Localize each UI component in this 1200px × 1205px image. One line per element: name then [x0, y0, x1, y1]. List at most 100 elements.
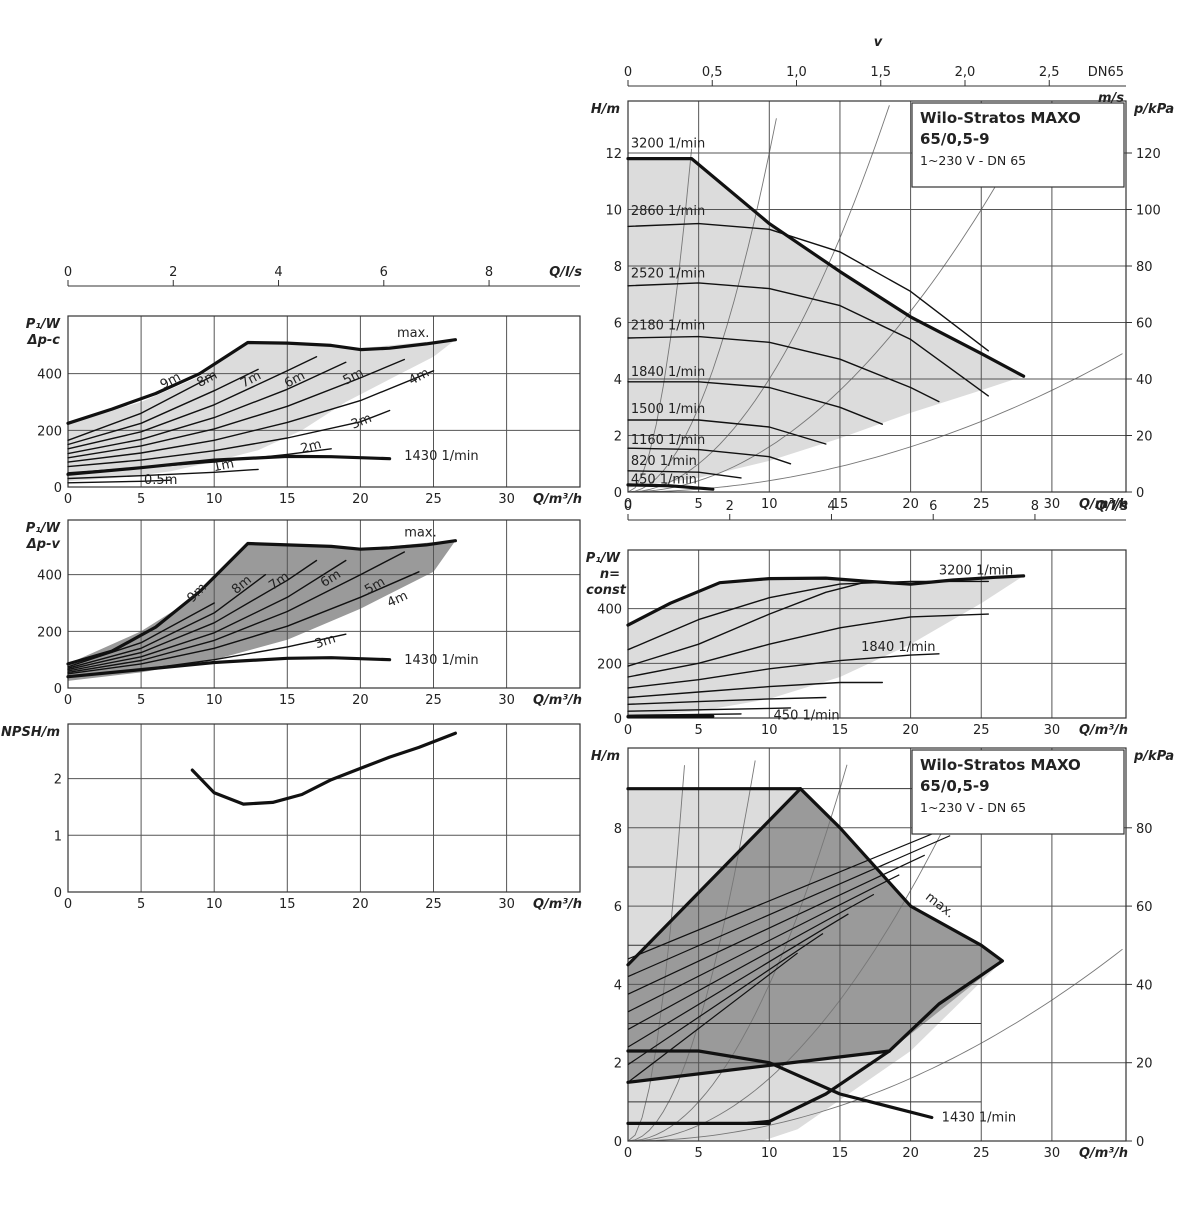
chart-subtitle: 65/0,5-9 — [920, 777, 990, 795]
curve-label: 2m — [299, 437, 323, 457]
curve-label: 3m — [313, 631, 338, 652]
chart-subtitle-voltage: 1~230 V - DN 65 — [920, 153, 1026, 168]
x-tick-label: 30 — [498, 693, 515, 708]
x-tick-label: 5 — [695, 1146, 703, 1161]
secondary-x-tick-label: 0 — [64, 265, 72, 280]
velocity-tick-label: 2,0 — [955, 65, 976, 80]
x-tick-label: 10 — [761, 723, 778, 738]
y2-tick-label: 100 — [1136, 204, 1161, 219]
y-tick-label: 8 — [614, 822, 622, 837]
velocity-symbol: v — [874, 35, 883, 50]
curve-label: max. — [397, 326, 429, 341]
x-tick-label: 25 — [973, 497, 990, 512]
y-tick-label: 200 — [37, 625, 62, 640]
x-tick-label: 25 — [425, 492, 442, 507]
secondary-x-tick-label: 0 — [624, 499, 632, 514]
x-tick-label: 10 — [761, 1146, 778, 1161]
velocity-tick-label: 1,0 — [786, 65, 807, 80]
y-tick-label: 4 — [614, 978, 622, 993]
y2-tick-label: 0 — [1136, 1135, 1144, 1150]
x-tick-label: 15 — [832, 1146, 849, 1161]
x-tick-label: 25 — [425, 693, 442, 708]
x-tick-label: 20 — [902, 1146, 919, 1161]
y-tick-label: 200 — [597, 657, 622, 672]
y-tick-label: 2 — [54, 773, 62, 788]
curve-label: 1160 1/min — [631, 433, 705, 448]
secondary-x-tick-label: 6 — [380, 265, 388, 280]
y2-tick-label: 60 — [1136, 900, 1153, 915]
curve-label: 1430 1/min — [404, 653, 478, 668]
chart-title: Wilo-Stratos MAXO — [920, 756, 1081, 774]
y-axis-label-mode: n= — [600, 567, 620, 582]
x-tick-label: 0 — [64, 897, 72, 912]
x-tick-label: 10 — [761, 497, 778, 512]
plot-frame — [68, 724, 580, 892]
operating-range-area — [68, 340, 455, 482]
y-tick-label: 1 — [54, 829, 62, 844]
y-tick-label: 0 — [614, 712, 622, 727]
secondary-x-tick-label: 8 — [1031, 499, 1039, 514]
y2-tick-label: 0 — [1136, 486, 1144, 501]
secondary-x-axis-label: Q/l/s — [1095, 499, 1128, 514]
y-axis-label: P₁/W — [586, 551, 621, 566]
x-axis-label: Q/m³/h — [1079, 1146, 1128, 1161]
velocity-tick-label: 1,5 — [870, 65, 891, 80]
chart-subtitle: 65/0,5-9 — [920, 130, 990, 148]
curve-label: 450 1/min — [631, 473, 697, 488]
y-tick-label: 400 — [37, 569, 62, 584]
x-tick-label: 25 — [973, 723, 990, 738]
x-tick-label: 25 — [425, 897, 442, 912]
curve-label: 3m — [349, 411, 374, 433]
secondary-x-tick-label: 2 — [726, 499, 734, 514]
x-tick-label: 0 — [624, 723, 632, 738]
y-axis-label: H/m — [591, 749, 620, 764]
y2-tick-label: 20 — [1136, 1057, 1153, 1072]
y2-axis-label: p/kPa — [1133, 749, 1174, 764]
y2-tick-label: 120 — [1136, 147, 1161, 162]
x-tick-label: 30 — [1044, 497, 1061, 512]
chart-title: Wilo-Stratos MAXO — [920, 109, 1081, 127]
y-tick-label: 0 — [614, 1135, 622, 1150]
x-tick-label: 15 — [279, 897, 296, 912]
x-tick-label: 5 — [137, 492, 145, 507]
x-tick-label: 30 — [1044, 723, 1061, 738]
velocity-tick-label: 2,5 — [1039, 65, 1060, 80]
y-axis-label: P₁/W — [26, 317, 61, 332]
y2-tick-label: 20 — [1136, 430, 1153, 445]
x-tick-label: 30 — [1044, 1146, 1061, 1161]
y2-tick-label: 60 — [1136, 317, 1153, 332]
curve-label: 1840 1/min — [631, 365, 705, 380]
y2-tick-label: 80 — [1136, 822, 1153, 837]
x-tick-label: 20 — [902, 723, 919, 738]
secondary-x-tick-label: 6 — [929, 499, 937, 514]
y-axis-label-mode: Δp-v — [26, 537, 61, 552]
curve-label: 4m — [406, 365, 432, 388]
y-tick-label: 200 — [37, 424, 62, 439]
y-tick-label: 4 — [614, 373, 622, 388]
curve-label: 1430 1/min — [942, 1110, 1016, 1125]
x-tick-label: 30 — [498, 897, 515, 912]
y-tick-label: 6 — [614, 900, 622, 915]
x-tick-label: 10 — [206, 693, 223, 708]
x-tick-label: 5 — [137, 897, 145, 912]
y2-axis-label: p/kPa — [1133, 102, 1174, 117]
y-axis-label: P₁/W — [26, 521, 61, 536]
curve-label: 2180 1/min — [631, 319, 705, 334]
x-tick-label: 20 — [352, 492, 369, 507]
y2-tick-label: 80 — [1136, 260, 1153, 275]
y-tick-label: 12 — [605, 147, 622, 162]
velocity-dn-label: DN65 — [1088, 65, 1124, 80]
curve-label: 1430 1/min — [404, 449, 478, 464]
y-axis-label-mode: Δp-c — [27, 333, 61, 348]
x-axis-label: Q/m³/h — [533, 693, 582, 708]
y-axis-label: NPSH/m — [1, 725, 60, 740]
x-axis-label: Q/m³/h — [533, 897, 582, 912]
y-tick-label: 8 — [614, 260, 622, 275]
y-tick-label: 2 — [614, 430, 622, 445]
